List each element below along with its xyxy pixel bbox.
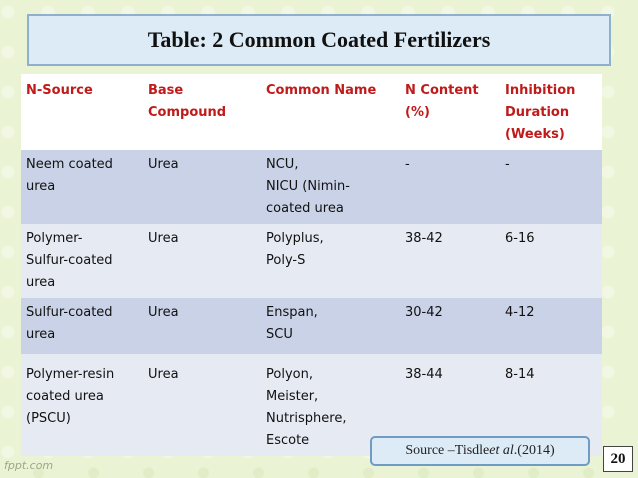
slide-title: Table: 2 Common Coated Fertilizers [147, 27, 491, 52]
cell-common-name: Polyplus, Poly-S [261, 224, 400, 298]
source-prefix: Source –Tisdle [405, 443, 490, 458]
page-number: 20 [603, 446, 633, 472]
cell-base-compound: Urea [143, 224, 261, 298]
source-et-al: et al [489, 443, 514, 458]
header-n-source: N-Source [21, 74, 143, 150]
title-box: Table: 2 Common Coated Fertilizers [27, 14, 611, 66]
table-row: Sulfur-coated urea Urea Enspan, SCU 30-4… [21, 298, 602, 354]
cell-n-source: Neem coated urea [21, 150, 143, 224]
table-row: Neem coated urea Urea NCU, NICU (Nimin- … [21, 150, 602, 224]
header-inhibition-duration: Inhibition Duration (Weeks) [500, 74, 602, 150]
cell-base-compound: Urea [143, 354, 261, 456]
cell-n-source: Sulfur-coated urea [21, 298, 143, 354]
cell-n-source: Polymer- Sulfur-coated urea [21, 224, 143, 298]
cell-base-compound: Urea [143, 150, 261, 224]
cell-n-source: Polymer-resin coated urea (PSCU) [21, 354, 143, 456]
source-suffix: .(2014) [513, 443, 555, 458]
fertilizer-table: N-Source Base Compound Common Name N Con… [21, 74, 602, 456]
cell-inhibition-duration: - [500, 150, 602, 224]
cell-common-name: Enspan, SCU [261, 298, 400, 354]
source-citation: Source –Tisdle et al .(2014) [370, 436, 590, 466]
header-n-content: N Content (%) [400, 74, 500, 150]
header-base-compound: Base Compound [143, 74, 261, 150]
cell-inhibition-duration: 6-16 [500, 224, 602, 298]
cell-inhibition-duration: 4-12 [500, 298, 602, 354]
cell-base-compound: Urea [143, 298, 261, 354]
cell-n-content: 38-42 [400, 224, 500, 298]
cell-n-content: - [400, 150, 500, 224]
cell-common-name: Polyon, Meister, Nutrisphere, Escote [261, 354, 400, 456]
table-row: Polymer- Sulfur-coated urea Urea Polyplu… [21, 224, 602, 298]
header-common-name: Common Name [261, 74, 400, 150]
table-header-row: N-Source Base Compound Common Name N Con… [21, 74, 602, 150]
cell-n-content: 30-42 [400, 298, 500, 354]
watermark-logo: fppt.com [4, 459, 54, 472]
cell-common-name: NCU, NICU (Nimin- coated urea [261, 150, 400, 224]
